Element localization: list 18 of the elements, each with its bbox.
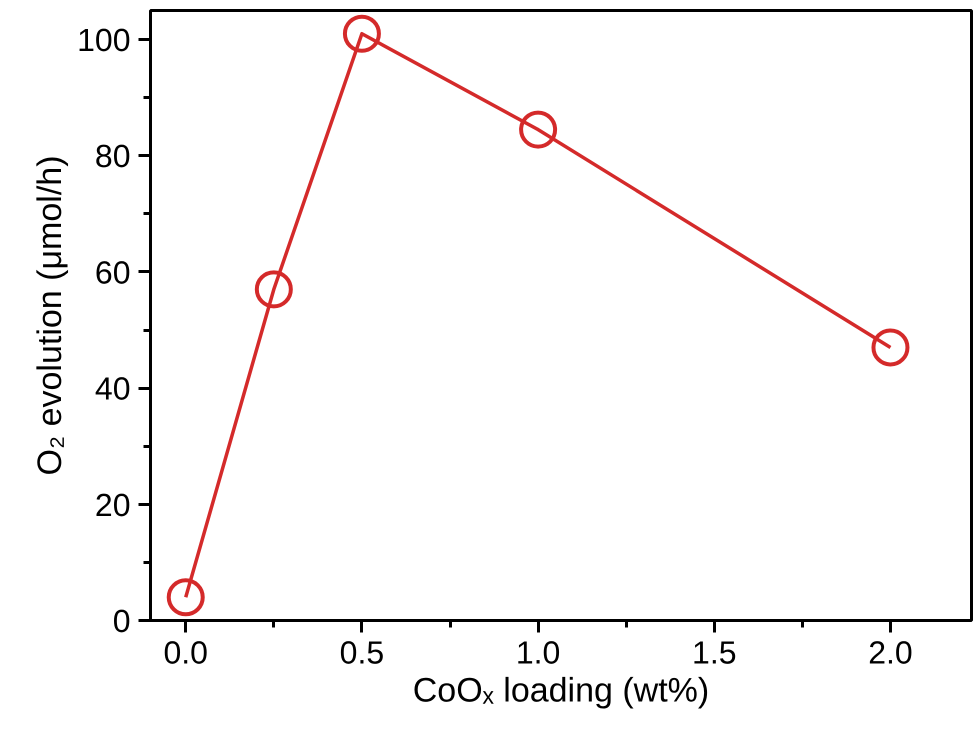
point	[871, 328, 910, 366]
y-tick-label: 100	[77, 22, 130, 58]
x-axis-title: CoOₓ loading (wt%)	[412, 672, 710, 710]
point	[254, 270, 293, 308]
x-tick-label: 1.0	[516, 634, 560, 670]
x-tick-label: 0.0	[163, 634, 208, 670]
x-tick-label: 2.0	[868, 634, 913, 670]
y-tick-label: 20	[94, 486, 130, 523]
point	[519, 110, 558, 149]
x-tick-label: 1.5	[692, 634, 737, 670]
point	[166, 578, 205, 616]
y-tick-label: 80	[94, 138, 130, 174]
y-tick-label: 60	[94, 254, 130, 290]
point	[342, 14, 381, 53]
y-tick-label: 0	[112, 603, 130, 639]
y-tick-label: 40	[94, 370, 130, 407]
x-tick-label: 0.5	[340, 634, 384, 670]
y-axis-title: O₂ evolution (μmol/h)	[31, 155, 70, 476]
